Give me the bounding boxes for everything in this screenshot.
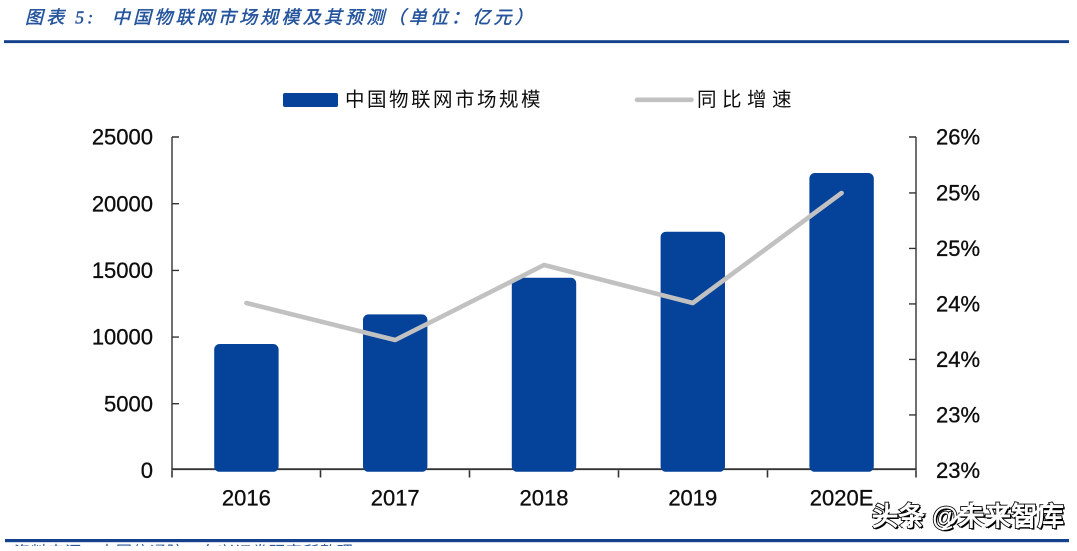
svg-text:中国物联网市场规模: 中国物联网市场规模 bbox=[345, 89, 543, 111]
svg-text:10000: 10000 bbox=[92, 325, 153, 350]
svg-text:0: 0 bbox=[141, 458, 153, 483]
svg-text:图表 5: 中国物联网市场规模及其预测（单位：亿元）: 图表 5: 中国物联网市场规模及其预测（单位：亿元） bbox=[25, 8, 536, 28]
svg-text:同比增速: 同比增速 bbox=[697, 89, 797, 111]
svg-text:26%: 26% bbox=[936, 125, 980, 150]
svg-text:2016: 2016 bbox=[222, 486, 271, 511]
svg-text:15000: 15000 bbox=[92, 258, 153, 283]
svg-text:25%: 25% bbox=[936, 181, 980, 206]
svg-text:2019: 2019 bbox=[668, 486, 717, 511]
svg-text:24%: 24% bbox=[936, 347, 980, 372]
svg-text:24%: 24% bbox=[936, 292, 980, 317]
svg-text:25000: 25000 bbox=[92, 125, 153, 150]
svg-text:头条 @未来智库: 头条 @未来智库 bbox=[872, 502, 1064, 532]
svg-text:2018: 2018 bbox=[520, 486, 569, 511]
svg-text:2017: 2017 bbox=[371, 486, 420, 511]
svg-text:2020E: 2020E bbox=[810, 486, 874, 511]
svg-text:5000: 5000 bbox=[104, 391, 153, 416]
svg-text:23%: 23% bbox=[936, 403, 980, 428]
svg-text:25%: 25% bbox=[936, 236, 980, 261]
svg-text:23%: 23% bbox=[936, 458, 980, 483]
svg-text:20000: 20000 bbox=[92, 191, 153, 216]
